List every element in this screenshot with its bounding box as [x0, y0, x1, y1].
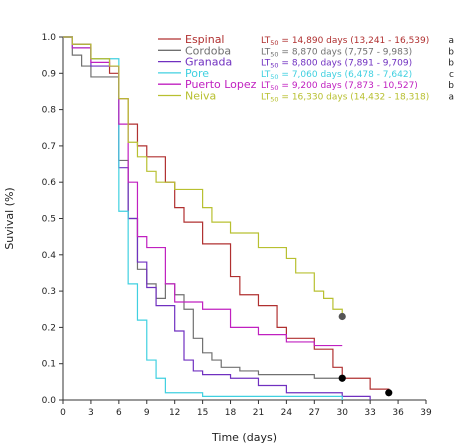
- x-tick-label: 33: [364, 408, 375, 418]
- y-tick-label: 0.7: [42, 142, 56, 152]
- y-axis-title: Suvival (%): [3, 187, 16, 249]
- x-tick-label: 15: [197, 408, 208, 418]
- legend-lt50-pore: LT50 = 7,060 days (6,478 - 7,642): [261, 70, 412, 81]
- lt50-value: = 8,800 days (7,891 - 9,709): [279, 59, 413, 69]
- y-tick-label: 0.4: [42, 251, 57, 261]
- y-tick-label: 0.3: [42, 287, 56, 297]
- x-axis-title: Time (days): [211, 431, 277, 444]
- y-tick-label: 1.0: [42, 33, 57, 43]
- lt50-subscript: 50: [270, 73, 278, 81]
- lt50-subscript: 50: [270, 50, 278, 58]
- y-tick-label: 0.0: [42, 396, 57, 406]
- legend-label-neiva: Neiva: [185, 90, 216, 103]
- lt50-subscript: 50: [270, 84, 278, 92]
- y-tick-label: 0.6: [42, 178, 57, 188]
- lt50-subscript: 50: [270, 62, 278, 70]
- legend-group-neiva: a: [448, 93, 454, 103]
- lt50-value: = 9,200 days (7,873 - 10,527): [279, 81, 418, 91]
- legend-label-puerto-lopez: Puerto Lopez: [185, 78, 257, 91]
- legend-lt50-neiva: LT50 = 16,330 days (14,432 - 18,318): [261, 93, 429, 104]
- legend-label-espinal: Espinal: [185, 33, 225, 46]
- x-tick-label: 21: [253, 408, 264, 418]
- legend-group-espinal: a: [448, 36, 454, 46]
- series-line-puerto-lopez: [63, 36, 343, 347]
- y-tick-label: 0.2: [42, 323, 56, 333]
- lt50-prefix: LT: [261, 93, 271, 103]
- x-tick-label: 27: [309, 408, 320, 418]
- legend-lt50-espinal: LT50 = 14,890 days (13,241 - 16,539): [261, 36, 429, 47]
- x-tick-label: 30: [337, 408, 349, 418]
- x-tick-label: 24: [281, 408, 293, 418]
- series-layer: [63, 36, 393, 400]
- y-tick-label: 0.1: [42, 360, 56, 370]
- legend-label-granada: Granada: [185, 56, 232, 69]
- lt50-value: = 8,870 days (7,757 - 9,983): [279, 47, 413, 57]
- legend-group-pore: c: [449, 70, 454, 80]
- lt50-prefix: LT: [261, 81, 271, 91]
- x-tick-label: 36: [392, 408, 404, 418]
- censor-point-espinal: [385, 389, 393, 397]
- lt50-value: = 14,890 days (13,241 - 16,539): [279, 36, 430, 46]
- lt50-prefix: LT: [261, 59, 271, 69]
- legend-group-cordoba: b: [448, 47, 454, 57]
- lt50-value: = 7,060 days (6,478 - 7,642): [279, 70, 413, 80]
- legend-lt50-cordoba: LT50 = 8,870 days (7,757 - 9,983): [261, 47, 412, 58]
- x-tick-label: 3: [88, 408, 94, 418]
- x-tick-label: 12: [169, 408, 180, 418]
- legend-lt50-puerto-lopez: LT50 = 9,200 days (7,873 - 10,527): [261, 81, 418, 92]
- legend-label-cordoba: Cordoba: [185, 44, 231, 57]
- lt50-prefix: LT: [261, 70, 271, 80]
- legend-group-puerto-lopez: b: [448, 81, 454, 91]
- x-tick-label: 39: [420, 408, 432, 418]
- lt50-value: = 16,330 days (14,432 - 18,318): [279, 93, 430, 103]
- lt50-subscript: 50: [270, 96, 278, 104]
- censor-point-cordoba: [338, 374, 346, 382]
- y-tick-label: 0.5: [42, 215, 56, 225]
- axes-layer: 0 3 6 9 12 15 18 21 24 27 30 33 36 390.00.10.20.30.40…: [42, 33, 432, 418]
- x-tick-label: 9: [144, 408, 150, 418]
- lt50-subscript: 50: [270, 39, 278, 47]
- lt50-prefix: LT: [261, 36, 271, 46]
- x-tick-label: 18: [225, 408, 237, 418]
- lt50-prefix: LT: [261, 47, 271, 57]
- y-tick-label: 0.8: [42, 106, 57, 116]
- y-tick-label: 0.9: [42, 69, 57, 79]
- x-tick-label: 0: [60, 408, 66, 418]
- legend-group-granada: b: [448, 59, 454, 69]
- legend: Espinal LT50 = 14,890 days (13,241 - 16,5…: [158, 33, 454, 104]
- censor-point-neiva: [338, 312, 346, 321]
- series-line-neiva: [63, 36, 343, 317]
- legend-label-pore: Pore: [185, 67, 209, 80]
- x-tick-label: 6: [116, 408, 122, 418]
- legend-lt50-granada: LT50 = 8,800 days (7,891 - 9,709): [261, 59, 412, 70]
